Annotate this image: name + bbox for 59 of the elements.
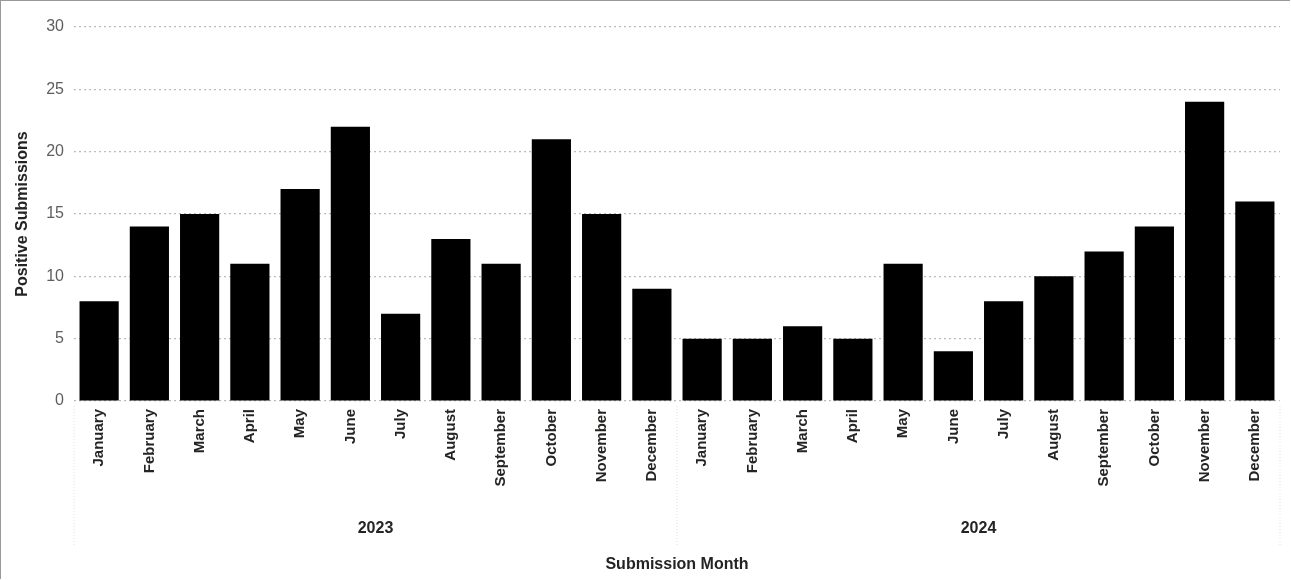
text: 2023 <box>357 519 394 537</box>
bar <box>79 301 119 401</box>
x-tick-label: April <box>843 409 861 444</box>
x-tick-label: October <box>541 408 559 467</box>
bar <box>632 288 672 401</box>
y-tick-label: 15 <box>46 204 65 222</box>
bar <box>582 214 622 401</box>
y-tick-label: 0 <box>55 391 65 409</box>
x-tick-label: January <box>89 408 107 467</box>
x-tick-label: March <box>189 409 207 454</box>
bar <box>180 214 220 401</box>
bar <box>732 338 772 401</box>
y-tick-label: 5 <box>55 329 65 347</box>
y-axis-title: Positive Submissions <box>13 131 31 297</box>
x-tick-label: February <box>742 408 760 474</box>
bar <box>381 313 421 401</box>
bar <box>933 351 973 401</box>
x-tick-label: June <box>340 409 358 445</box>
y-tick-label: 20 <box>46 142 65 160</box>
x-tick-label: July <box>993 408 1011 440</box>
bar <box>1235 201 1275 401</box>
bar <box>883 263 923 401</box>
bar <box>1134 226 1174 401</box>
x-tick-label: May <box>893 408 911 439</box>
bar <box>280 189 320 401</box>
text: 2024 <box>960 519 997 537</box>
x-tick-label: October <box>1144 408 1162 467</box>
bar <box>481 263 521 401</box>
bar <box>984 301 1024 401</box>
bar <box>783 326 823 401</box>
x-tick-label: December <box>642 408 660 482</box>
x-tick-label: January <box>692 408 710 467</box>
x-axis-title: Submission Month <box>605 555 749 573</box>
x-tick-label: August <box>1044 409 1062 461</box>
bar <box>1084 251 1124 401</box>
x-tick-label: November <box>591 408 609 483</box>
y-tick-label: 10 <box>46 266 65 284</box>
bar <box>682 338 722 401</box>
bar <box>1034 276 1074 401</box>
x-tick-label: February <box>139 408 157 474</box>
x-tick-label: May <box>290 408 308 439</box>
x-tick-label: December <box>1245 408 1263 482</box>
x-tick-label: September <box>491 408 509 487</box>
x-tick-label: June <box>943 409 961 445</box>
x-tick-label: August <box>441 409 459 461</box>
bar <box>431 238 471 401</box>
y-tick-label: 25 <box>46 79 65 97</box>
bar <box>129 226 169 401</box>
bar <box>330 126 370 401</box>
x-tick-label: July <box>390 408 408 440</box>
y-tick-label: 30 <box>46 17 65 35</box>
bar <box>1185 101 1225 401</box>
x-tick-label: March <box>792 409 810 454</box>
bar <box>531 139 571 401</box>
bar <box>833 338 873 401</box>
bar <box>230 263 270 401</box>
x-tick-label: November <box>1194 408 1212 483</box>
x-tick-label: April <box>240 409 258 444</box>
x-tick-label: September <box>1094 408 1112 487</box>
